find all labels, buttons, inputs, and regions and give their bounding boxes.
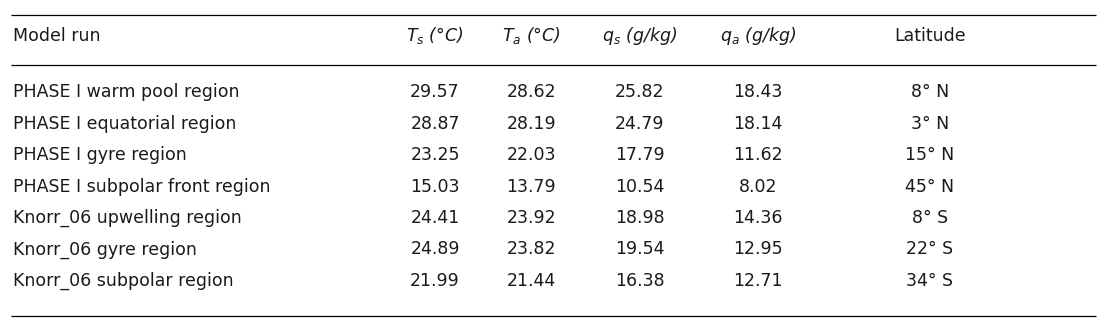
Text: 18.43: 18.43 bbox=[734, 83, 783, 101]
Text: 12.71: 12.71 bbox=[734, 272, 783, 290]
Text: 21.44: 21.44 bbox=[507, 272, 556, 290]
Text: 45° N: 45° N bbox=[906, 178, 954, 196]
Text: 23.25: 23.25 bbox=[411, 146, 459, 164]
Text: 18.98: 18.98 bbox=[615, 209, 664, 227]
Text: 24.89: 24.89 bbox=[411, 240, 459, 259]
Text: 22.03: 22.03 bbox=[507, 146, 556, 164]
Text: 12.95: 12.95 bbox=[734, 240, 783, 259]
Text: $q_s$ (g/kg): $q_s$ (g/kg) bbox=[602, 25, 677, 47]
Text: 15° N: 15° N bbox=[906, 146, 954, 164]
Text: 24.79: 24.79 bbox=[615, 115, 664, 133]
Text: 18.14: 18.14 bbox=[734, 115, 783, 133]
Text: PHASE I subpolar front region: PHASE I subpolar front region bbox=[13, 178, 271, 196]
Text: 22° S: 22° S bbox=[907, 240, 953, 259]
Text: 25.82: 25.82 bbox=[615, 83, 664, 101]
Text: 14.36: 14.36 bbox=[734, 209, 783, 227]
Text: Knorr_06 gyre region: Knorr_06 gyre region bbox=[13, 240, 197, 259]
Text: 29.57: 29.57 bbox=[411, 83, 459, 101]
Text: 8° N: 8° N bbox=[911, 83, 949, 101]
Text: 16.38: 16.38 bbox=[615, 272, 664, 290]
Text: 10.54: 10.54 bbox=[615, 178, 664, 196]
Text: 3° N: 3° N bbox=[911, 115, 949, 133]
Text: Knorr_06 upwelling region: Knorr_06 upwelling region bbox=[13, 209, 242, 227]
Text: $T_s$ (°C): $T_s$ (°C) bbox=[406, 25, 464, 46]
Text: 8° S: 8° S bbox=[912, 209, 948, 227]
Text: 23.92: 23.92 bbox=[507, 209, 556, 227]
Text: 17.79: 17.79 bbox=[615, 146, 664, 164]
Text: 23.82: 23.82 bbox=[507, 240, 556, 259]
Text: 15.03: 15.03 bbox=[411, 178, 459, 196]
Text: 21.99: 21.99 bbox=[411, 272, 459, 290]
Text: 28.62: 28.62 bbox=[507, 83, 556, 101]
Text: 11.62: 11.62 bbox=[734, 146, 783, 164]
Text: Knorr_06 subpolar region: Knorr_06 subpolar region bbox=[13, 272, 234, 290]
Text: Model run: Model run bbox=[13, 27, 101, 45]
Text: PHASE I warm pool region: PHASE I warm pool region bbox=[13, 83, 240, 101]
Text: 8.02: 8.02 bbox=[739, 178, 777, 196]
Text: PHASE I gyre region: PHASE I gyre region bbox=[13, 146, 187, 164]
Text: PHASE I equatorial region: PHASE I equatorial region bbox=[13, 115, 237, 133]
Text: 24.41: 24.41 bbox=[411, 209, 459, 227]
Text: Latitude: Latitude bbox=[894, 27, 965, 45]
Text: 28.87: 28.87 bbox=[411, 115, 459, 133]
Text: 19.54: 19.54 bbox=[615, 240, 664, 259]
Text: $T_a$ (°C): $T_a$ (°C) bbox=[501, 25, 561, 46]
Text: 13.79: 13.79 bbox=[507, 178, 556, 196]
Text: 28.19: 28.19 bbox=[507, 115, 556, 133]
Text: 34° S: 34° S bbox=[907, 272, 953, 290]
Text: $q_a$ (g/kg): $q_a$ (g/kg) bbox=[721, 25, 796, 47]
